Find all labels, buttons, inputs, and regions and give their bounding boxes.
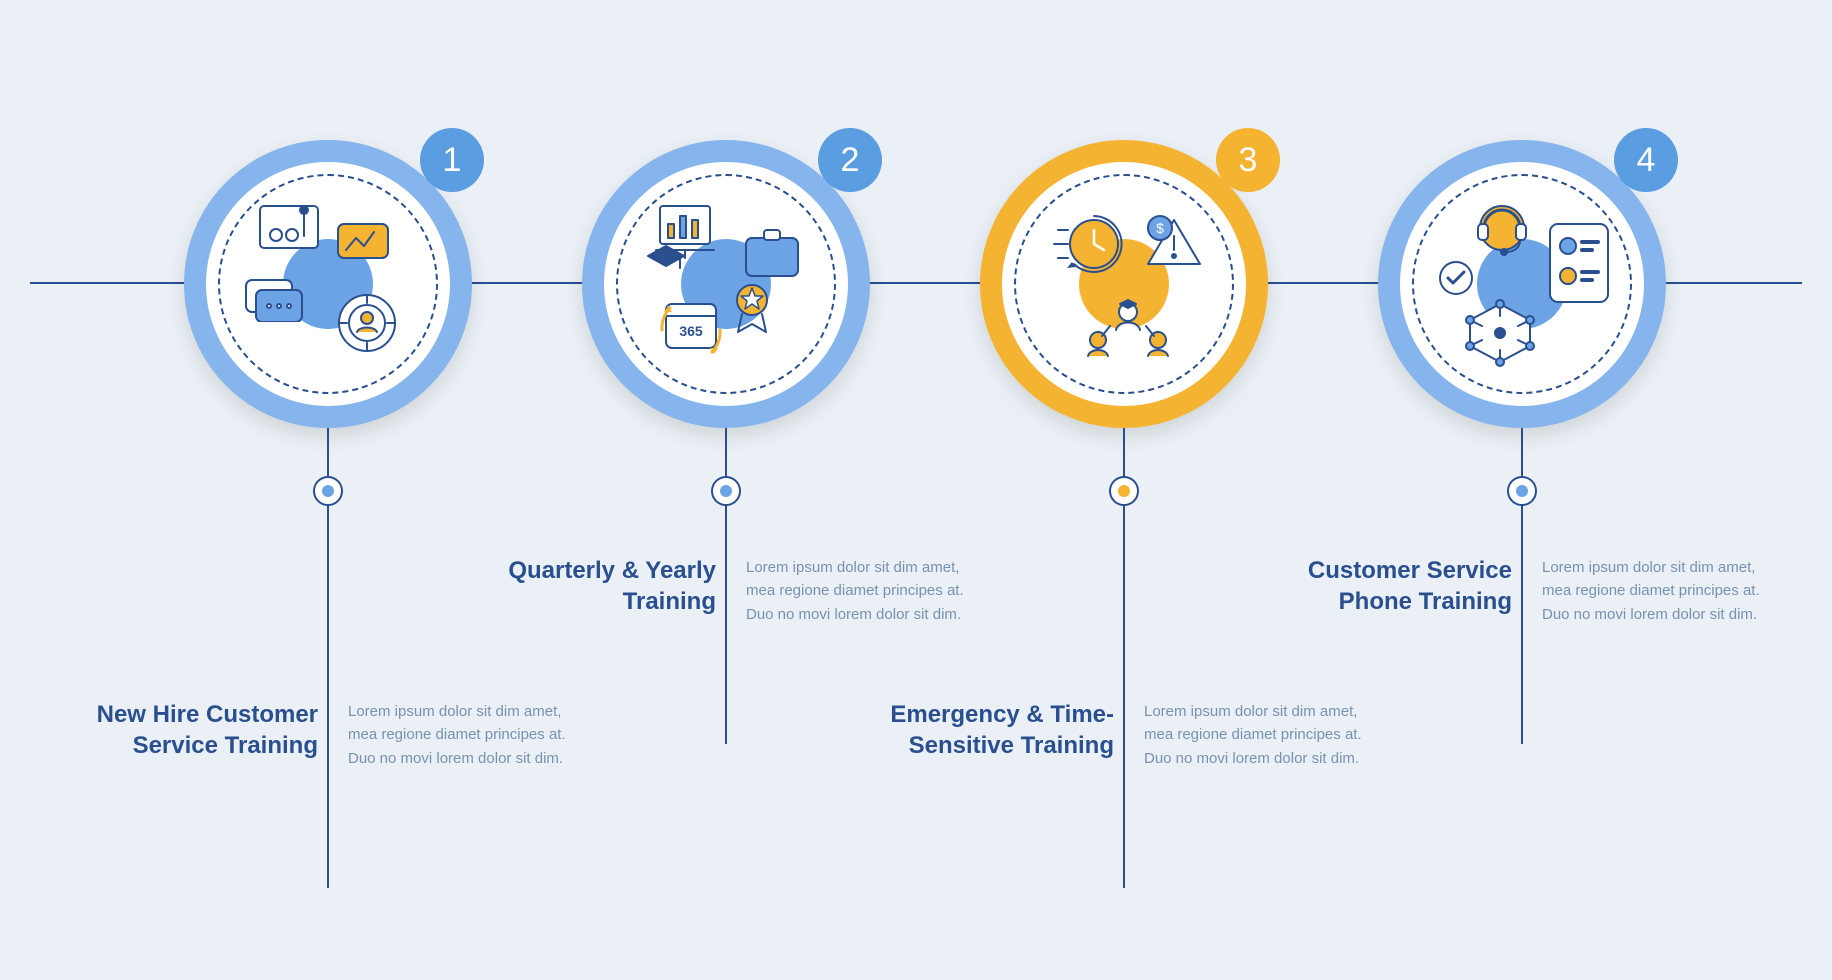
item-heading: Quarterly & Yearly Training bbox=[476, 556, 716, 617]
circle: 4 bbox=[1378, 140, 1666, 428]
item-description: Lorem ipsum dolor sit dim amet, mea regi… bbox=[1144, 700, 1374, 770]
new-hire-icon bbox=[184, 140, 472, 428]
circle: 1 bbox=[184, 140, 472, 428]
infographic-item-4: 4 Customer Service Phone Training Lorem … bbox=[1272, 140, 1772, 428]
number: 4 bbox=[1637, 141, 1656, 180]
number: 1 bbox=[443, 141, 462, 180]
item-heading: Customer Service Phone Training bbox=[1272, 556, 1512, 617]
number-badge: 3 bbox=[1216, 128, 1280, 192]
emergency-icon: $ bbox=[980, 140, 1268, 428]
stem-marker bbox=[1507, 476, 1537, 506]
stem-marker bbox=[711, 476, 741, 506]
phone-icon bbox=[1378, 140, 1666, 428]
quarterly-icon: 365 bbox=[582, 140, 870, 428]
number: 2 bbox=[841, 141, 860, 180]
circle: 365 2 bbox=[582, 140, 870, 428]
svg-text:365: 365 bbox=[679, 323, 703, 339]
marker-dot bbox=[720, 485, 732, 497]
number-badge: 4 bbox=[1614, 128, 1678, 192]
marker-dot bbox=[1118, 485, 1130, 497]
number-badge: 1 bbox=[420, 128, 484, 192]
stem-marker bbox=[1109, 476, 1139, 506]
item-description: Lorem ipsum dolor sit dim amet, mea regi… bbox=[348, 700, 578, 770]
infographic-canvas: 1 New Hire Customer Service Training Lor… bbox=[0, 0, 1832, 980]
marker-dot bbox=[1516, 485, 1528, 497]
marker-dot bbox=[322, 485, 334, 497]
item-description: Lorem ipsum dolor sit dim amet, mea regi… bbox=[746, 556, 976, 626]
item-heading: Emergency & Time-Sensitive Training bbox=[874, 700, 1114, 761]
number: 3 bbox=[1239, 141, 1258, 180]
number-badge: 2 bbox=[818, 128, 882, 192]
circle: $ 3 bbox=[980, 140, 1268, 428]
stem-marker bbox=[313, 476, 343, 506]
item-description: Lorem ipsum dolor sit dim amet, mea regi… bbox=[1542, 556, 1772, 626]
svg-text:$: $ bbox=[1156, 220, 1164, 236]
item-heading: New Hire Customer Service Training bbox=[78, 700, 318, 761]
